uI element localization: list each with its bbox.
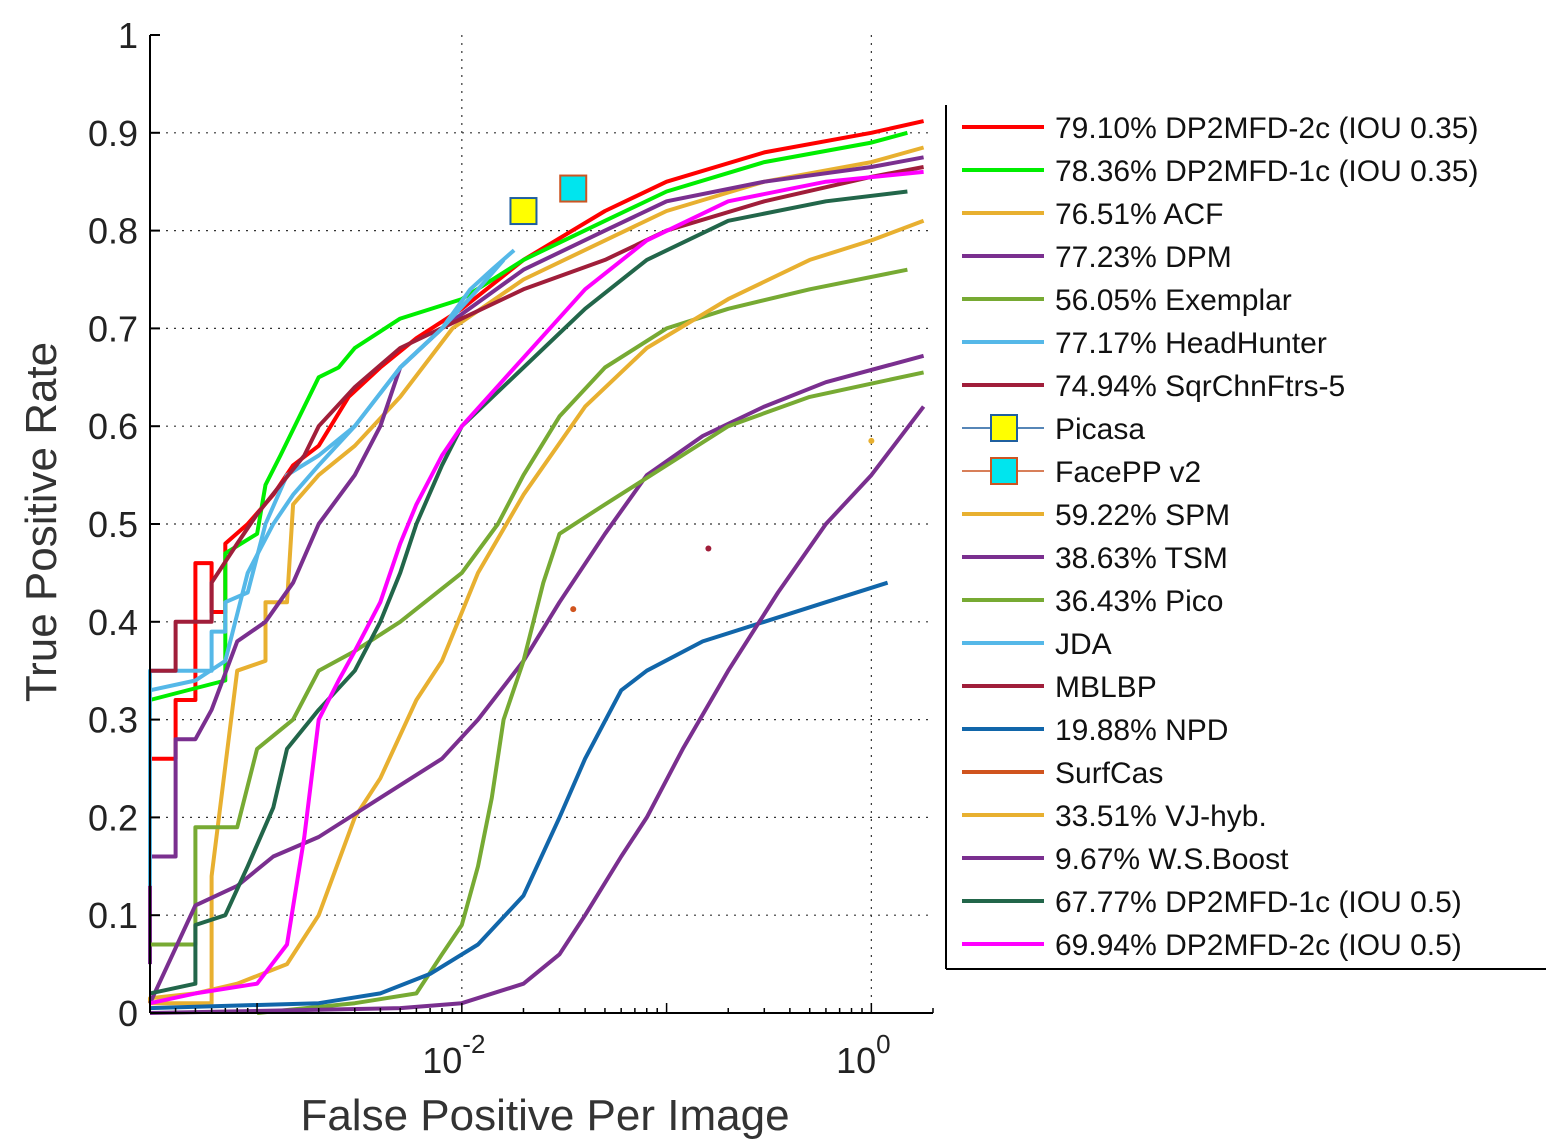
series-marker-8 — [559, 174, 588, 203]
y-tick-label: 0.4 — [88, 602, 138, 643]
legend-label-12: JDA — [1055, 628, 1112, 661]
y-tick-label: 0.5 — [88, 504, 138, 545]
legend-label-4: 56.05% Exemplar — [1055, 284, 1292, 317]
legend-label-14: 19.88% NPD — [1055, 714, 1228, 747]
legend-label-15: SurfCas — [1055, 757, 1163, 790]
legend-label-17: 9.67% W.S.Boost — [1055, 843, 1289, 876]
series-line-2 — [150, 145, 925, 1006]
y-tick-label: 1 — [118, 15, 138, 56]
plot-area — [148, 119, 926, 1015]
series-line-5 — [148, 248, 516, 886]
legend-swatch-marker-7 — [990, 414, 1018, 442]
y-tick-label: 0.8 — [88, 211, 138, 252]
legend-box — [946, 105, 1546, 969]
y-tick-label: 0.6 — [88, 406, 138, 447]
series-point-16 — [868, 437, 875, 444]
series-line-17 — [149, 405, 926, 1015]
series-point-15 — [570, 606, 577, 613]
legend-label-7: Picasa — [1055, 413, 1145, 446]
legend-swatch-marker-8 — [990, 457, 1018, 485]
series-line-1 — [149, 130, 908, 702]
legend: 79.10% DP2MFD-2c (IOU 0.35) 78.36% DP2MFD… — [945, 105, 1546, 970]
legend-label-13: MBLBP — [1055, 671, 1157, 704]
legend-label-10: 38.63% TSM — [1055, 542, 1228, 575]
legend-label-16: 33.51% VJ-hyb. — [1055, 800, 1267, 833]
series-line-9 — [148, 218, 925, 1004]
y-tick-label: 0.7 — [88, 308, 138, 349]
legend-label-8: FacePP v2 — [1055, 456, 1201, 489]
x-tick-exponent: -2 — [462, 1029, 485, 1059]
legend-label-3: 77.23% DPM — [1055, 241, 1232, 274]
x-tick-exponent: 0 — [876, 1029, 890, 1059]
x-axis-title: False Positive Per Image — [300, 1091, 789, 1140]
legend-label-9: 59.22% SPM — [1055, 499, 1230, 532]
y-tick-label: 0.3 — [88, 700, 138, 741]
series-point-13 — [705, 545, 712, 552]
series-line-4 — [150, 267, 908, 947]
series-line-18 — [149, 189, 908, 996]
series-marker-7 — [509, 197, 538, 226]
legend-label-18: 67.77% DP2MFD-1c (IOU 0.5) — [1055, 886, 1462, 919]
y-axis-title: True Positive Rate — [17, 342, 66, 702]
legend-label-19: 69.94% DP2MFD-2c (IOU 0.5) — [1055, 929, 1462, 962]
legend-label-5: 77.17% HeadHunter — [1055, 327, 1327, 360]
series-line-3 — [148, 155, 924, 965]
series-line-19 — [149, 169, 924, 1006]
y-tick-label: 0.2 — [88, 797, 138, 838]
grid-lines — [150, 35, 933, 1013]
series-line-10 — [148, 353, 925, 1005]
axes — [149, 34, 934, 1014]
legend-label-1: 78.36% DP2MFD-1c (IOU 0.35) — [1055, 155, 1478, 188]
y-tick-label: 0.9 — [88, 113, 138, 154]
legend-label-0: 79.10% DP2MFD-2c (IOU 0.35) — [1055, 112, 1478, 145]
legend-label-2: 76.51% ACF — [1055, 198, 1223, 231]
y-tick-label: 0.1 — [88, 895, 138, 936]
series-line-12 — [149, 258, 506, 693]
y-tick-label: 0 — [118, 993, 138, 1034]
legend-label-11: 36.43% Pico — [1055, 585, 1223, 618]
series-line-14 — [149, 580, 889, 1011]
legend-label-6: 74.94% SqrChnFtrs-5 — [1055, 370, 1345, 403]
